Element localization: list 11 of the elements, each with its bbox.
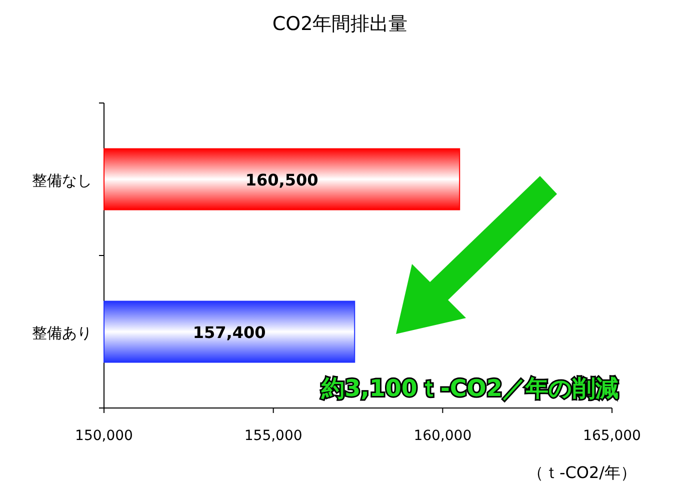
x-tick-label: 150,000 [75,428,133,444]
data-label: 160,500 [245,170,318,190]
x-tick-label: 160,000 [414,428,472,444]
x-axis-title: （ｔ-CO2/年） [527,463,637,482]
y-tick-label: 整備あり [32,324,92,342]
y-tick-label: 整備なし [32,171,92,190]
data-label: 157,400 [192,322,266,342]
x-tick-label: 165,000 [583,428,641,444]
annotation: 約3,100ｔ-CO2／年の削減 [320,376,618,402]
x-tick-label: 155,000 [244,428,302,444]
chart-title: CO2年間排出量 [272,13,408,35]
